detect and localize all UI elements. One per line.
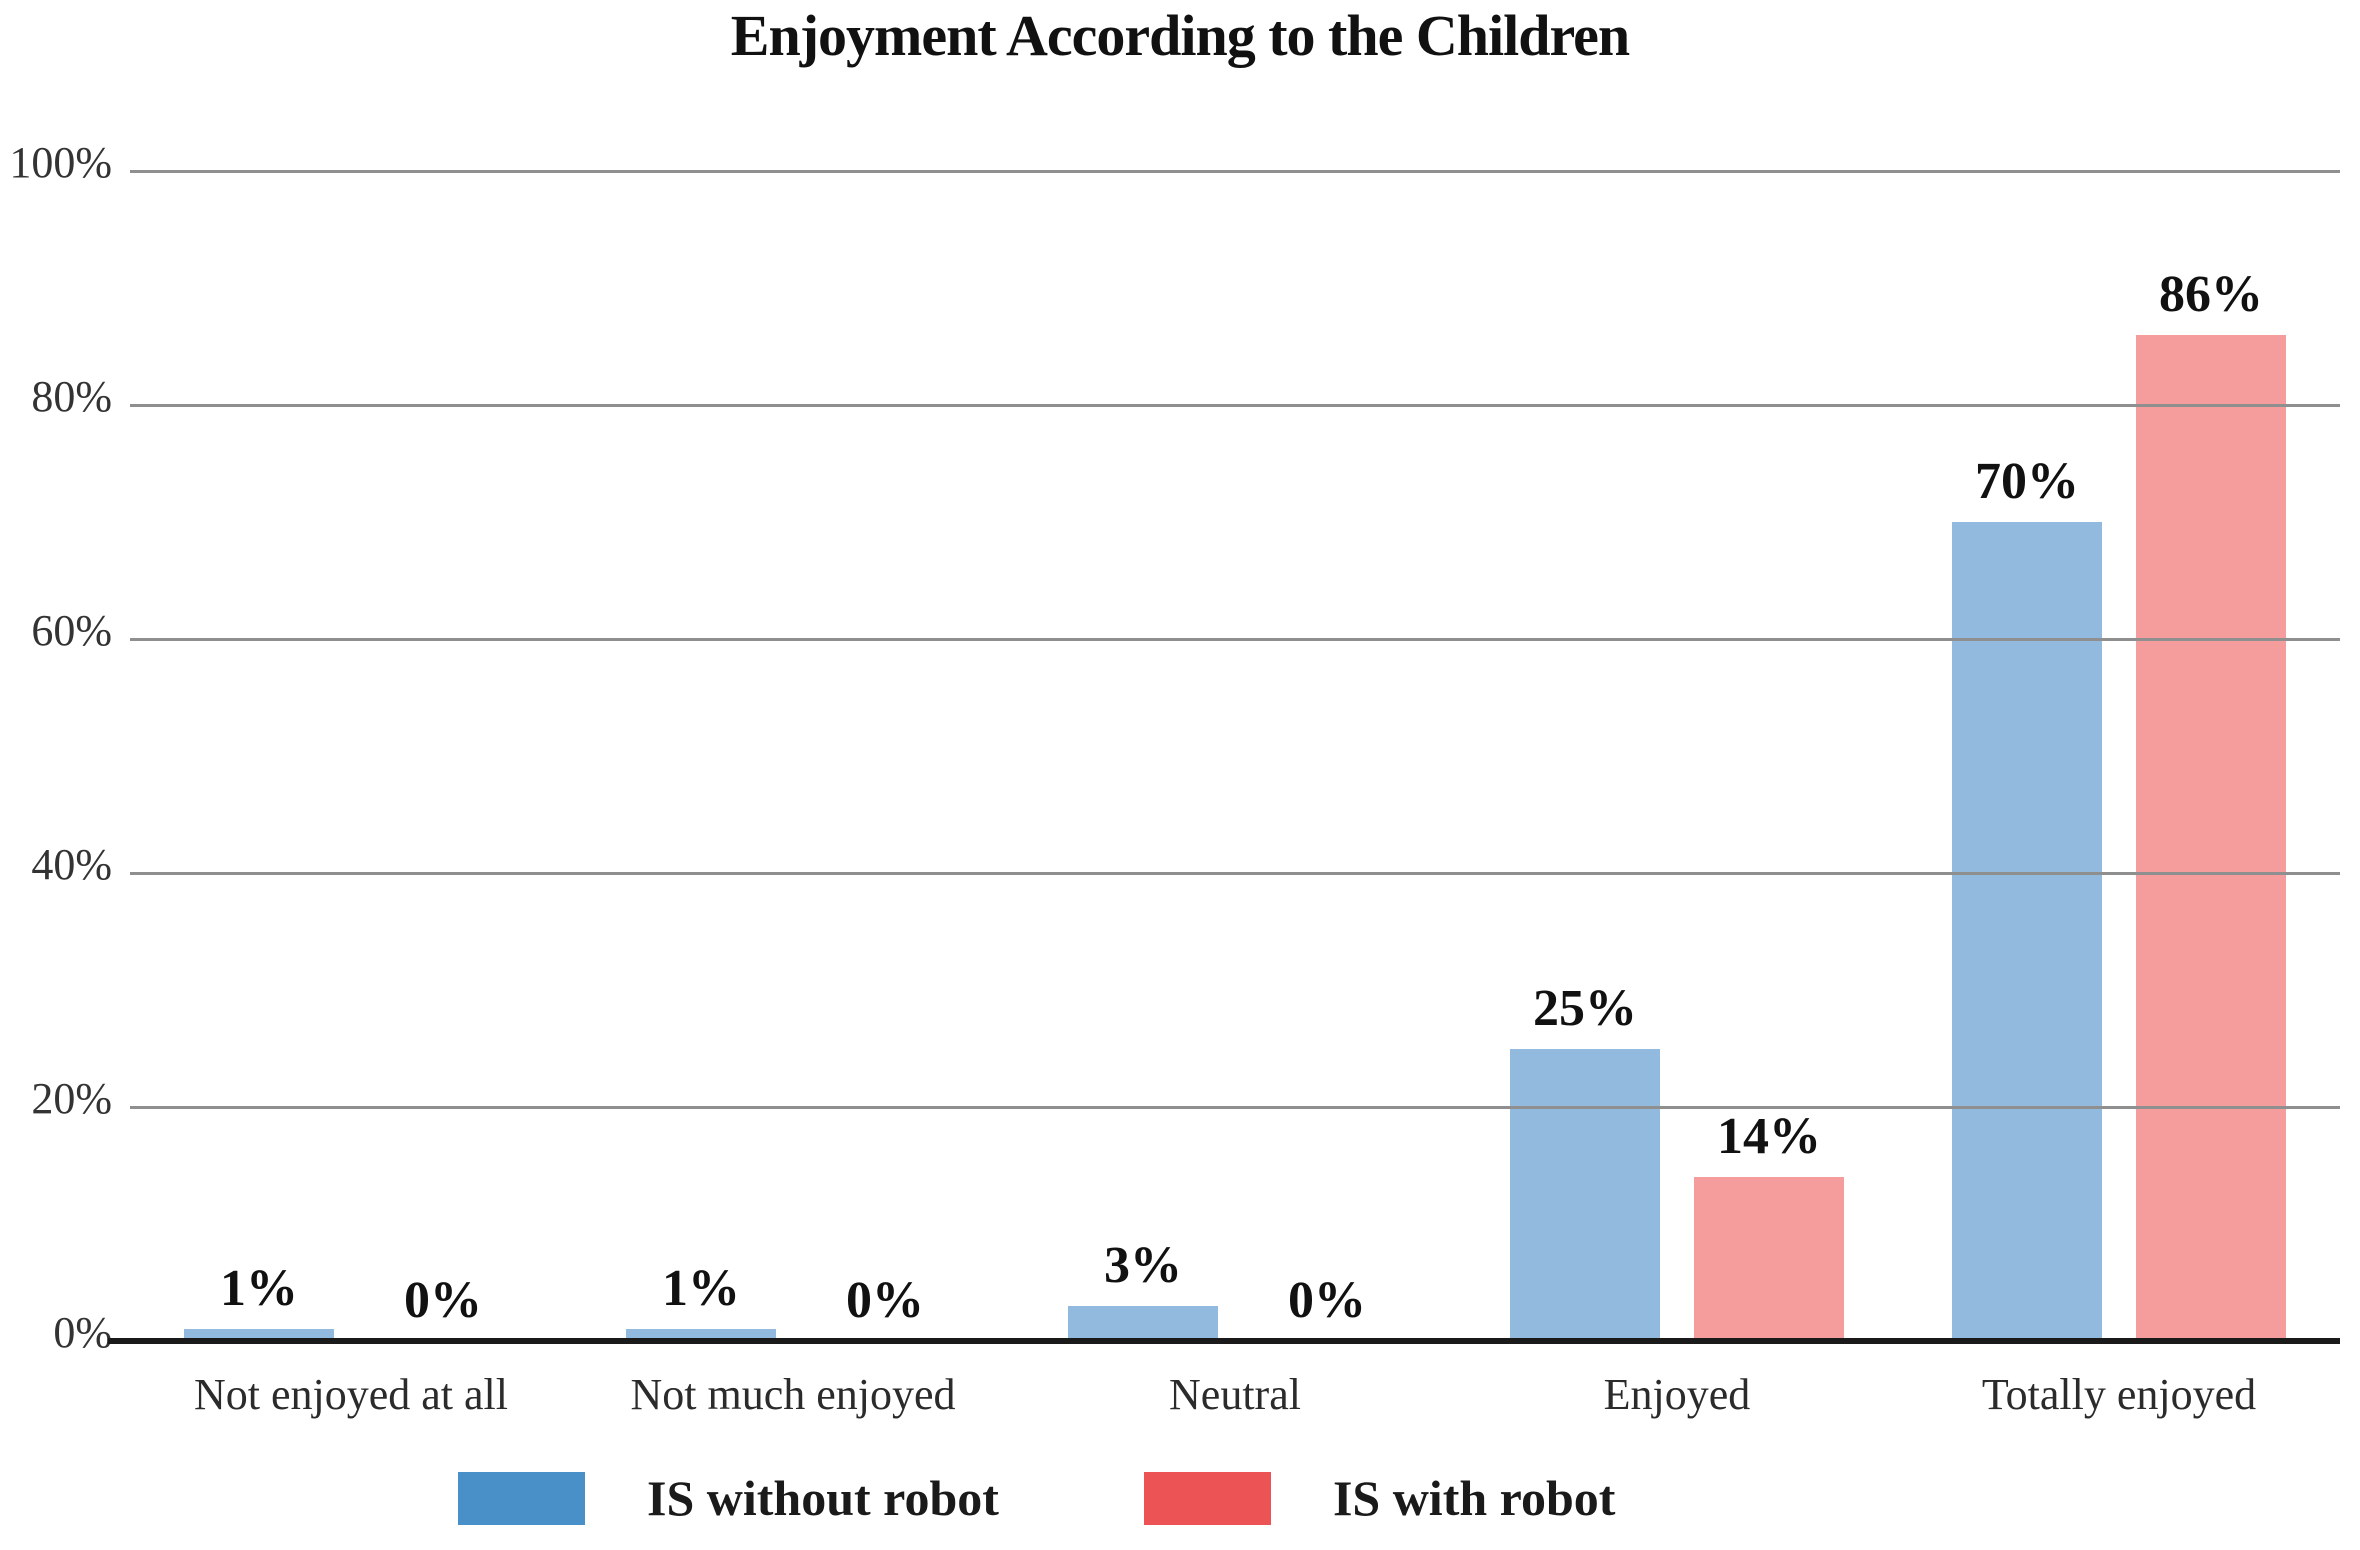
x-axis-line bbox=[108, 1338, 2340, 1344]
bar bbox=[1510, 1048, 1660, 1341]
bar-value-label: 0% bbox=[846, 1272, 924, 1329]
bar-value-label: 1% bbox=[220, 1260, 298, 1318]
y-tick-label: 100% bbox=[9, 138, 112, 187]
category-label: Neutral bbox=[1169, 1370, 1301, 1419]
y-tick-label: 0% bbox=[53, 1308, 112, 1357]
bar-value-label: 1% bbox=[662, 1260, 740, 1318]
gridline bbox=[130, 169, 2340, 173]
legend-swatch-blue-icon bbox=[458, 1472, 585, 1525]
y-tick-label: 80% bbox=[31, 372, 112, 421]
legend-swatch-red-icon bbox=[1143, 1472, 1271, 1525]
bar bbox=[184, 1329, 334, 1341]
y-tick-label: 20% bbox=[31, 1074, 112, 1123]
category-label: Not much enjoyed bbox=[630, 1370, 956, 1419]
y-tick-label: 60% bbox=[31, 606, 112, 655]
bar-value-label: 0% bbox=[1288, 1272, 1366, 1329]
bar bbox=[1952, 522, 2102, 1341]
bar bbox=[626, 1329, 776, 1341]
gridline bbox=[130, 637, 2340, 641]
bar-value-label: 0% bbox=[404, 1272, 482, 1329]
category-label: Not enjoyed at all bbox=[193, 1370, 508, 1419]
bar bbox=[1068, 1305, 1218, 1341]
legend: IS without robot IS with robot bbox=[458, 1472, 1615, 1525]
legend-label: IS without robot bbox=[647, 1470, 999, 1526]
bar-value-label: 86% bbox=[2159, 265, 2263, 323]
chart-title: Enjoyment According to the Children bbox=[730, 3, 1630, 68]
y-tick-label: 40% bbox=[31, 840, 112, 889]
gridline bbox=[130, 1105, 2340, 1109]
bar-value-label: 70% bbox=[1975, 453, 2079, 510]
legend-item-is-without-robot: IS without robot bbox=[458, 1472, 999, 1525]
bar-value-label: 3% bbox=[1104, 1236, 1182, 1294]
bar-value-label: 14% bbox=[1717, 1108, 1821, 1166]
legend-label: IS with robot bbox=[1332, 1470, 1616, 1526]
bar bbox=[2136, 334, 2286, 1341]
category-label: Totally enjoyed bbox=[1981, 1370, 2257, 1419]
category-label: Enjoyed bbox=[1603, 1370, 1751, 1419]
gridline bbox=[130, 871, 2340, 875]
x-axis-labels: Not enjoyed at all Not much enjoyed Neutra… bbox=[130, 1365, 2340, 1425]
legend-item-is-with-robot: IS with robot bbox=[1143, 1470, 1616, 1526]
bar bbox=[1694, 1177, 1844, 1341]
gridline bbox=[130, 403, 2340, 407]
bar-value-label: 25% bbox=[1533, 979, 1637, 1037]
plot-area: 1% 0% 1% 0% 3% 0% 25% 14% 70% 86% bbox=[108, 169, 2340, 1344]
